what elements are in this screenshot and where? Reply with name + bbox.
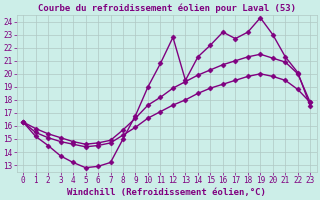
Title: Courbe du refroidissement éolien pour Laval (53): Courbe du refroidissement éolien pour La… [38,3,296,13]
X-axis label: Windchill (Refroidissement éolien,°C): Windchill (Refroidissement éolien,°C) [67,188,266,197]
